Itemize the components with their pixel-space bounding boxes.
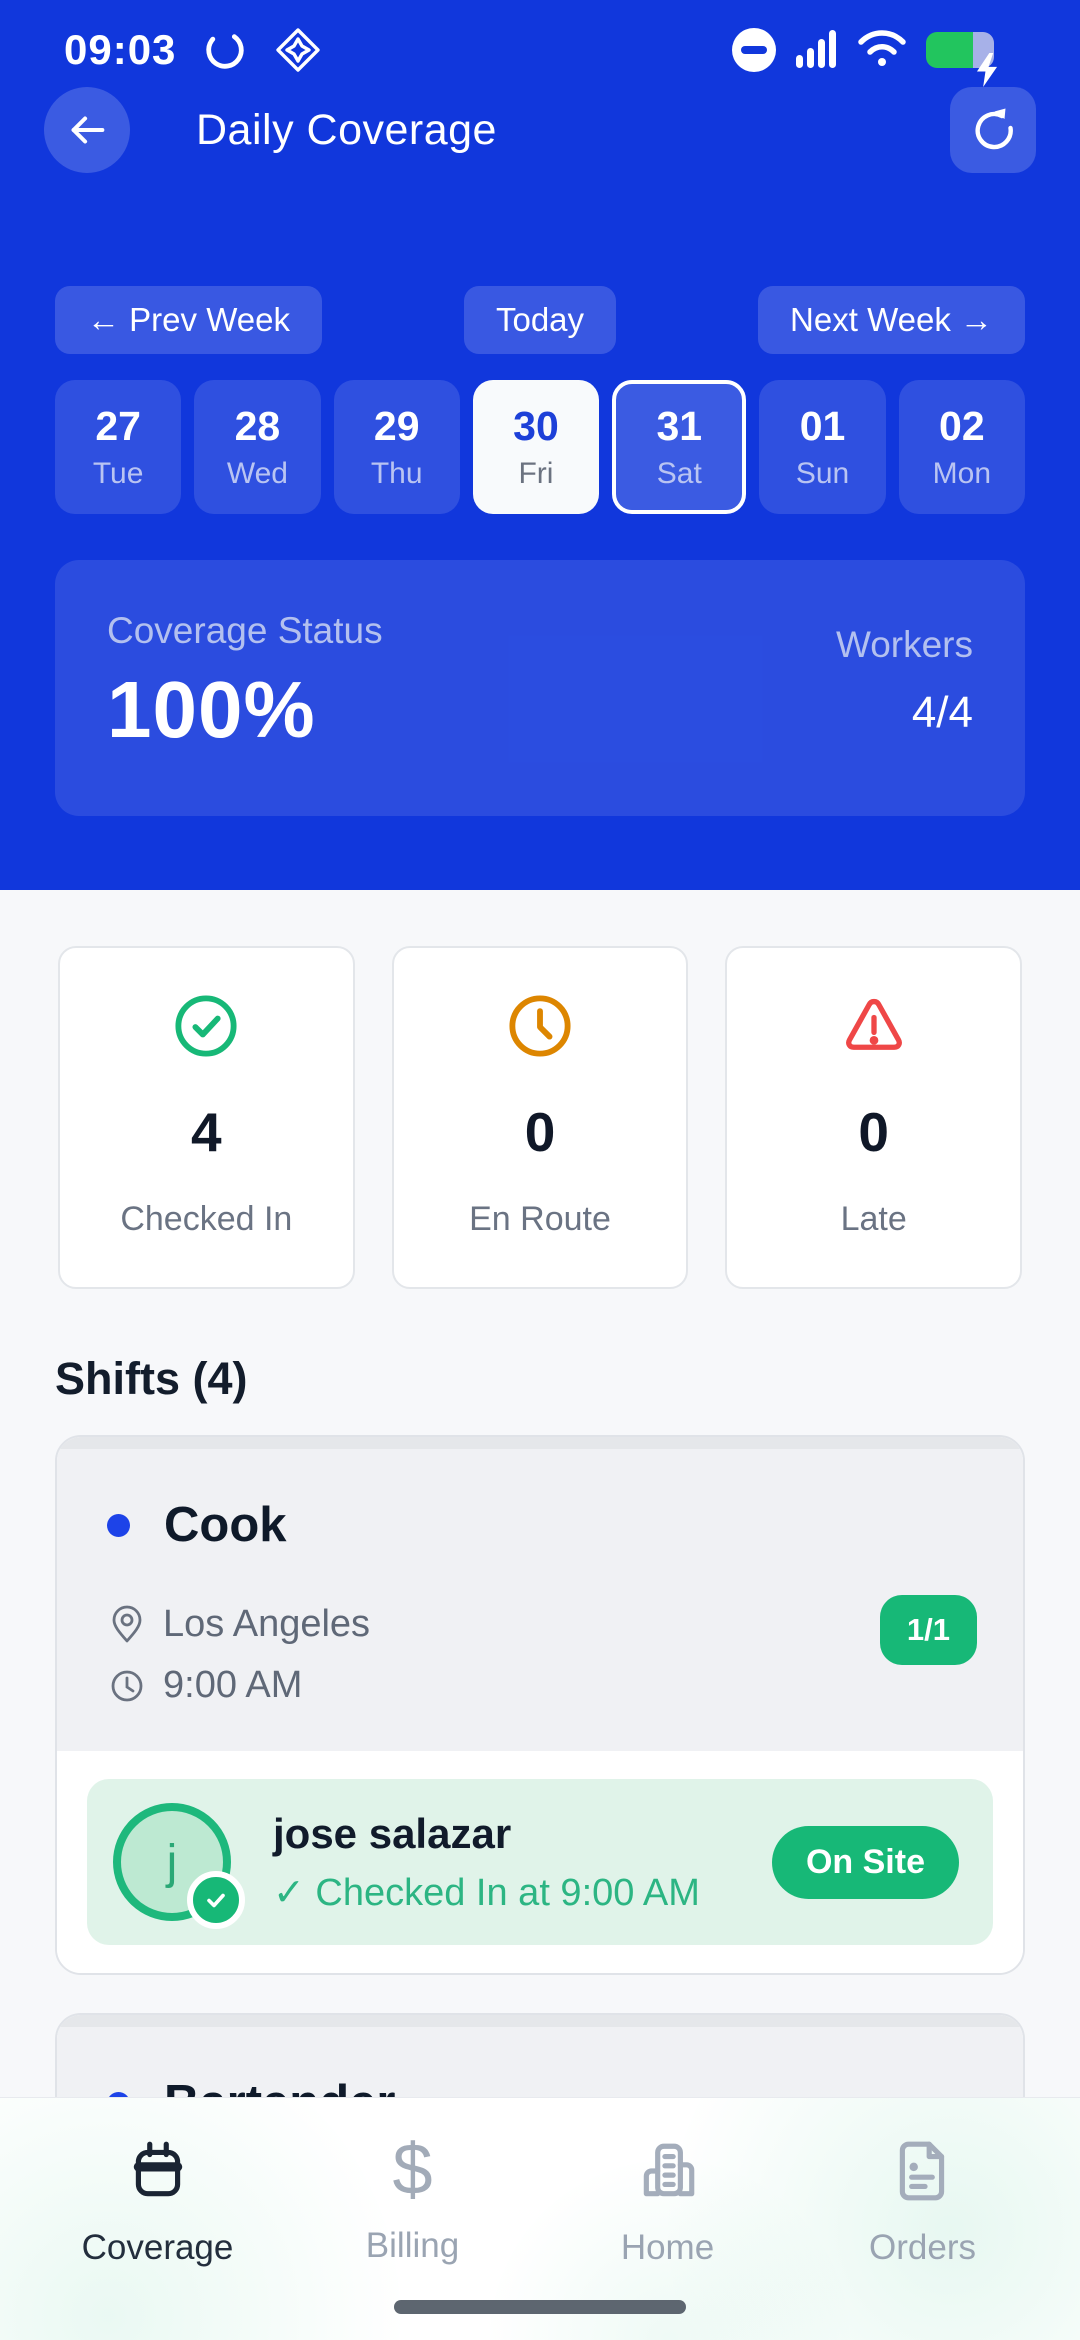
date-day: Sun (795, 457, 850, 490)
card-top-strip (57, 2015, 1023, 2027)
bottom-navigation: Coverage $ Billing Home Orders (0, 2098, 1080, 2340)
document-icon (899, 2141, 944, 2201)
workers-label: Workers (835, 624, 973, 665)
do-not-disturb-icon (732, 28, 776, 72)
date-number: 01 (799, 403, 846, 449)
date-number: 30 (513, 403, 559, 449)
date-day: Mon (932, 457, 991, 490)
nav-item-coverage[interactable]: Coverage (58, 2138, 258, 2268)
shift-title: Cook (164, 1498, 287, 1552)
date-day: Tue (92, 457, 144, 490)
date-pill-02-mon[interactable]: 02 Mon (898, 380, 1025, 514)
calendar-icon (133, 2141, 182, 2197)
card-top-strip (57, 1437, 1023, 1449)
nav-label-coverage: Coverage (81, 2228, 234, 2267)
worker-name: jose salazar (273, 1809, 512, 1857)
date-number: 31 (656, 403, 703, 449)
nav-label-home: Home (620, 2228, 715, 2267)
date-pill-01-sun[interactable]: 01 Sun (759, 380, 886, 514)
role-dot-icon (107, 1513, 130, 1537)
date-day: Sat (656, 457, 702, 490)
wifi-icon (856, 26, 908, 75)
location-pin-icon (112, 1605, 142, 1642)
shift-workers-section: j jose salazar ✓ Checked In at 9:00 AM O… (57, 1751, 1023, 1973)
en-route-label: En Route (469, 1200, 611, 1238)
date-number: 29 (373, 403, 420, 449)
date-day: Fri (518, 457, 554, 490)
clock-icon (509, 995, 571, 1057)
charging-bolt-icon (976, 53, 998, 87)
date-pill-30-fri-selected[interactable]: 30 Fri (472, 380, 600, 514)
nav-item-home[interactable]: Home (568, 2138, 768, 2268)
nav-label-orders: Orders (869, 2228, 976, 2267)
late-label: Late (840, 1200, 907, 1238)
building-icon (643, 2143, 694, 2197)
shift-card-header: Cook Los Angeles 9:00 AM (57, 1449, 1023, 1751)
nav-item-billing[interactable]: $ Billing (313, 2130, 513, 2266)
worker-checkin-status: ✓ Checked In at 9:00 AM (273, 1871, 700, 1914)
week-navigation: ← Prev Week Today Next Week → (0, 286, 1080, 354)
nav-item-orders[interactable]: Orders (823, 2138, 1023, 2268)
en-route-count: 0 (524, 1101, 556, 1163)
checked-in-stat-card: 4 Checked In (58, 946, 355, 1289)
time-clock-icon (111, 1670, 143, 1701)
next-week-button[interactable]: Next Week → (758, 286, 1025, 354)
page-header: Daily Coverage (0, 86, 1080, 174)
check-circle-icon (175, 995, 237, 1057)
sync-spinner-icon (202, 27, 248, 73)
page-title: Daily Coverage (196, 105, 497, 154)
role-dot-icon (107, 2091, 130, 2115)
late-stat-card: 0 Late (725, 946, 1023, 1289)
date-pill-28-wed[interactable]: 28 Wed (194, 380, 321, 514)
date-day: Wed (226, 457, 288, 490)
today-button[interactable]: Today (463, 286, 617, 354)
date-day: Thu (370, 457, 423, 490)
date-pill-29-thu[interactable]: 29 Thu (333, 380, 460, 514)
on-site-badge: On Site (771, 1825, 959, 1899)
coverage-status-card: Coverage Status 100% Workers 4/4 (55, 560, 1025, 816)
shifts-heading: Shifts (4) (55, 1353, 248, 1404)
late-count: 0 (858, 1101, 889, 1163)
back-arrow-icon (71, 116, 105, 144)
workers-count: 4/4 (911, 688, 973, 737)
date-number: 02 (939, 403, 985, 449)
shift-card-cook[interactable]: Cook Los Angeles 9:00 AM (55, 1435, 1025, 1975)
date-pill-27-tue[interactable]: 27 Tue (55, 380, 182, 514)
date-number: 27 (95, 403, 141, 449)
app-notification-diamond-icon (274, 26, 322, 74)
prev-week-button[interactable]: ← Prev Week (55, 286, 322, 354)
status-bar: 09:03 (0, 0, 1080, 87)
coverage-status-label: Coverage Status (107, 610, 383, 651)
signal-icon (794, 26, 838, 75)
stats-row: 4 Checked In 0 En Route 0 Late (0, 946, 1080, 1289)
shift-time: 9:00 AM (163, 1664, 303, 1706)
dollar-icon: $ (392, 2130, 433, 2210)
date-pill-31-sat-today[interactable]: 31 Sat (612, 380, 747, 514)
checked-in-count: 4 (191, 1101, 222, 1163)
status-time: 09:03 (64, 26, 177, 73)
nav-label-billing: Billing (365, 2226, 460, 2265)
header-section: 09:03 (0, 0, 1080, 890)
coverage-percent: 100% (107, 665, 316, 754)
home-indicator[interactable] (394, 2300, 686, 2314)
checked-in-badge-icon (187, 1871, 245, 1929)
worker-row[interactable]: j jose salazar ✓ Checked In at 9:00 AM O… (87, 1779, 993, 1945)
checked-in-label: Checked In (120, 1200, 293, 1238)
back-button[interactable] (44, 87, 130, 173)
refresh-button[interactable] (950, 87, 1036, 173)
alert-triangle-icon (845, 998, 902, 1050)
shift-list: Cook Los Angeles 9:00 AM (55, 1435, 1025, 2331)
en-route-stat-card: 0 En Route (391, 946, 689, 1289)
date-selector: 27 Tue 28 Wed 29 Thu 30 Fri 31 Sat 01 Su… (0, 380, 1080, 514)
shift-location: Los Angeles (163, 1603, 371, 1645)
fill-count-badge: 1/1 (879, 1595, 977, 1665)
shift-title: Bartender (164, 2075, 395, 2131)
date-number: 28 (234, 403, 281, 449)
refresh-icon (975, 108, 1013, 150)
